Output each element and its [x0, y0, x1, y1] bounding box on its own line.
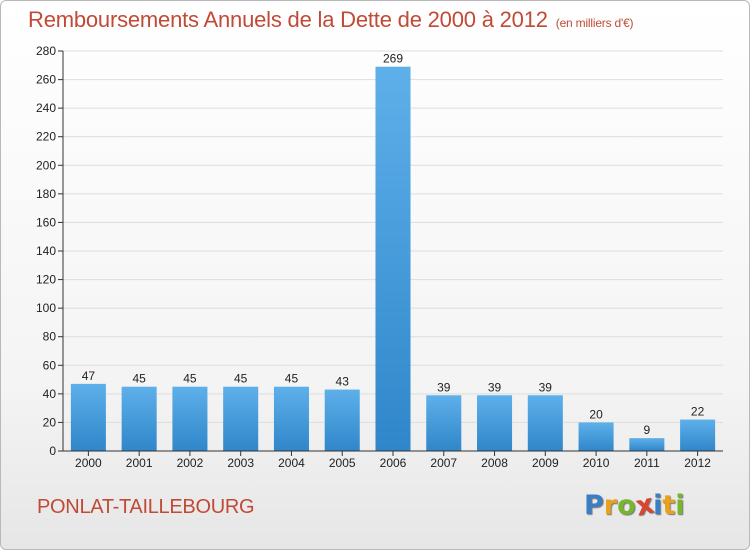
y-tick-label: 120	[36, 273, 56, 287]
bar	[629, 438, 665, 451]
bar	[578, 422, 614, 451]
bar	[70, 383, 106, 451]
x-tick-label: 2005	[329, 456, 356, 470]
x-tick-label: 2001	[126, 456, 153, 470]
bar-value-label: 269	[383, 52, 403, 66]
chart-title-text: Remboursements Annuels de la Dette de 20…	[28, 7, 548, 32]
logo-letter: r	[603, 490, 618, 521]
proxiti-logo: Proxiti	[584, 489, 685, 523]
bar	[324, 389, 360, 451]
logo-letter: o	[617, 490, 636, 521]
logo-letter: i	[675, 490, 685, 521]
bar	[273, 386, 309, 451]
y-tick-label: 200	[36, 158, 56, 172]
bar-value-label: 20	[589, 407, 603, 421]
bar	[527, 395, 563, 451]
x-tick-label: 2008	[481, 456, 508, 470]
x-tick-label: 2002	[177, 456, 204, 470]
bar-value-label: 39	[488, 380, 502, 394]
y-tick-label: 100	[36, 301, 56, 315]
x-tick-label: 2006	[380, 456, 407, 470]
y-tick-label: 280	[36, 44, 56, 58]
bar-value-label: 43	[336, 375, 350, 389]
y-tick-label: 40	[43, 387, 57, 401]
bar	[223, 386, 259, 451]
logo-letter: t	[662, 490, 676, 521]
bar-value-label: 47	[82, 369, 96, 383]
y-tick-label: 20	[43, 415, 57, 429]
bar	[426, 395, 462, 451]
logo-letter: i	[653, 490, 663, 521]
x-tick-label: 2011	[634, 456, 660, 470]
y-tick-label: 140	[36, 244, 56, 258]
town-name: PONLAT-TAILLEBOURG	[37, 496, 255, 518]
bar	[121, 386, 157, 451]
x-tick-label: 2010	[583, 456, 610, 470]
bar	[680, 419, 716, 451]
bar	[477, 395, 513, 451]
y-tick-label: 180	[36, 187, 56, 201]
y-tick-label: 160	[36, 215, 56, 229]
bar-value-label: 22	[691, 405, 705, 419]
y-tick-label: 220	[36, 130, 56, 144]
bar-value-label: 45	[285, 372, 299, 386]
bar-value-label: 45	[132, 372, 146, 386]
logo-letter: P	[584, 490, 604, 521]
x-tick-label: 2007	[430, 456, 457, 470]
y-tick-label: 260	[36, 73, 56, 87]
x-tick-label: 2000	[75, 456, 102, 470]
y-tick-label: 80	[43, 330, 57, 344]
bar-value-label: 45	[183, 372, 197, 386]
x-tick-label: 2004	[278, 456, 305, 470]
bar-value-label: 45	[234, 372, 248, 386]
x-tick-label: 2012	[684, 456, 711, 470]
y-tick-label: 240	[36, 101, 56, 115]
chart-unit: (en milliers d'€)	[555, 16, 634, 30]
x-tick-label: 2009	[532, 456, 559, 470]
bar-value-label: 9	[644, 423, 651, 437]
bar	[375, 66, 411, 451]
bar-value-label: 39	[437, 380, 451, 394]
chart-title: Remboursements Annuels de la Dette de 20…	[28, 7, 634, 33]
x-tick-label: 2003	[227, 456, 254, 470]
y-tick-label: 60	[43, 358, 57, 372]
bar	[172, 386, 208, 451]
y-tick-label: 0	[49, 444, 56, 458]
bar-value-label: 39	[539, 380, 553, 394]
